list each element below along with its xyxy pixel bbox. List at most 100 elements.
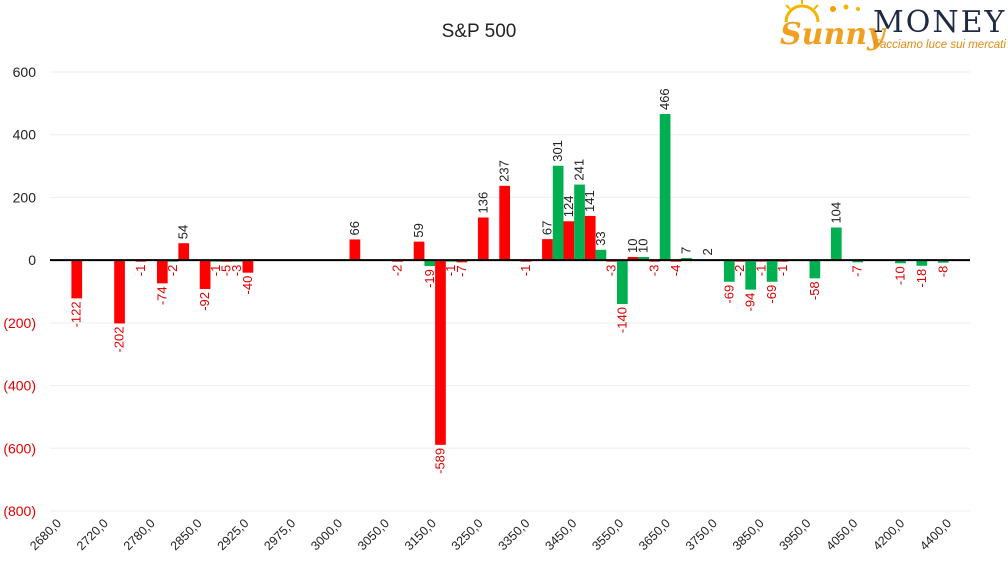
- bar-green: [766, 260, 778, 282]
- sunny-money-logo: Sunny MONEY Facciamo luce sui mercati: [780, 0, 1006, 52]
- data-label: -2: [390, 265, 405, 277]
- data-label: 67: [539, 221, 554, 235]
- bar-green: [595, 249, 607, 261]
- data-label: -3: [646, 265, 661, 277]
- bar-red: [456, 260, 468, 263]
- data-label: -589: [432, 448, 447, 474]
- bar-red: [114, 260, 125, 324]
- bar-green: [830, 227, 842, 261]
- gridlines: [50, 71, 970, 512]
- data-label: -1: [753, 265, 768, 277]
- bar-red: [199, 260, 211, 289]
- x-tick-label: 4050,0: [824, 516, 861, 553]
- bar-red: [156, 260, 168, 284]
- data-label: -58: [807, 281, 822, 300]
- chart-title: S&P 500: [442, 21, 517, 42]
- data-label: -122: [69, 301, 84, 327]
- x-tick-label: 3850,0: [730, 516, 767, 553]
- data-label: 466: [657, 88, 672, 110]
- data-label: -92: [197, 292, 212, 311]
- x-tick-label: 3950,0: [777, 516, 814, 553]
- y-tick-label: (600): [3, 440, 36, 456]
- y-tick-label: (200): [3, 315, 36, 331]
- y-tick-label: 600: [13, 64, 37, 80]
- data-label: -69: [721, 285, 736, 304]
- sun-rays-icon: [784, 0, 860, 23]
- bar-red: [413, 241, 425, 261]
- bar-red: [349, 239, 361, 261]
- data-label: 241: [572, 159, 587, 181]
- data-label: 2: [700, 248, 715, 255]
- bar-red: [178, 243, 190, 261]
- y-axis-ticks: 600 400 200 0 (200) (400) (600) (800): [3, 64, 36, 519]
- y-tick-label: 0: [28, 252, 36, 268]
- data-label: 10: [625, 239, 640, 253]
- data-label: -140: [614, 307, 629, 333]
- data-label: 66: [347, 221, 362, 235]
- data-label: -2: [732, 265, 747, 277]
- data-label: -3: [604, 265, 619, 277]
- bar-green: [745, 260, 757, 290]
- data-labels: -122-202-1-74-254-92-1-5-3-4066-259-19-5…: [69, 88, 951, 474]
- x-tick-label: 3250,0: [449, 516, 486, 553]
- bar-red: [71, 260, 83, 299]
- y-tick-label: 200: [13, 189, 37, 205]
- data-label: 124: [561, 196, 576, 218]
- x-tick-label: 2975,0: [261, 516, 298, 553]
- data-label: 136: [475, 192, 490, 214]
- data-label: 10: [636, 239, 651, 253]
- bar-green: [659, 114, 671, 261]
- data-label: -1: [133, 265, 148, 277]
- bar-green: [723, 260, 735, 282]
- x-tick-label: 2680,0: [27, 516, 64, 553]
- x-axis-ticks: 2680,0 2720,0 2780,0 2850,0 2925,0 2975,0 3000…: [27, 516, 954, 553]
- bar-green: [852, 260, 864, 263]
- x-tick-label: 2720,0: [74, 516, 111, 553]
- logo-word-money: MONEY: [873, 5, 1006, 40]
- bar-green: [809, 260, 821, 279]
- data-label: -7: [850, 265, 865, 277]
- y-tick-label: (400): [3, 378, 36, 394]
- bar-green: [638, 257, 650, 261]
- data-label: -40: [240, 276, 255, 295]
- y-tick-label: (800): [3, 503, 36, 519]
- data-label: 59: [411, 223, 426, 237]
- bar-green: [616, 260, 628, 305]
- x-tick-label: 3450,0: [542, 516, 579, 553]
- x-tick-label: 4400,0: [917, 516, 954, 553]
- logo-word-sunny: Sunny: [780, 17, 887, 52]
- x-tick-label: 3050,0: [355, 516, 392, 553]
- data-label: -3: [229, 265, 244, 277]
- bar-red: [584, 215, 596, 261]
- bar-red: [542, 239, 553, 261]
- data-label: 141: [582, 190, 597, 212]
- bar-green: [552, 165, 564, 261]
- data-label: -69: [764, 285, 779, 304]
- data-label: -1: [518, 265, 533, 277]
- data-label: -1: [775, 265, 790, 277]
- data-label: 7: [679, 247, 694, 254]
- data-label: -5: [219, 265, 234, 277]
- bar-green: [424, 260, 436, 267]
- data-label: -2: [165, 265, 180, 277]
- bar-green: [574, 184, 585, 261]
- x-tick-label: 3550,0: [589, 516, 626, 553]
- y-tick-label: 400: [13, 127, 37, 143]
- bar-green: [937, 260, 949, 263]
- x-tick-label: 3350,0: [496, 516, 533, 553]
- x-tick-label: 4200,0: [870, 516, 907, 553]
- x-tick-label: 2925,0: [215, 516, 252, 553]
- bar-red: [627, 257, 639, 261]
- bar-red: [499, 185, 510, 261]
- bar-red: [563, 221, 575, 261]
- bar-red: [435, 260, 446, 445]
- logo-tagline: Facciamo luce sui mercati: [873, 39, 1006, 51]
- bar-green: [895, 260, 906, 264]
- x-tick-label: 2850,0: [168, 516, 205, 553]
- data-label: -202: [112, 326, 127, 352]
- bar-green: [681, 257, 692, 261]
- data-label: -19: [422, 269, 437, 288]
- data-label: 33: [593, 231, 608, 245]
- data-label: -8: [935, 266, 950, 278]
